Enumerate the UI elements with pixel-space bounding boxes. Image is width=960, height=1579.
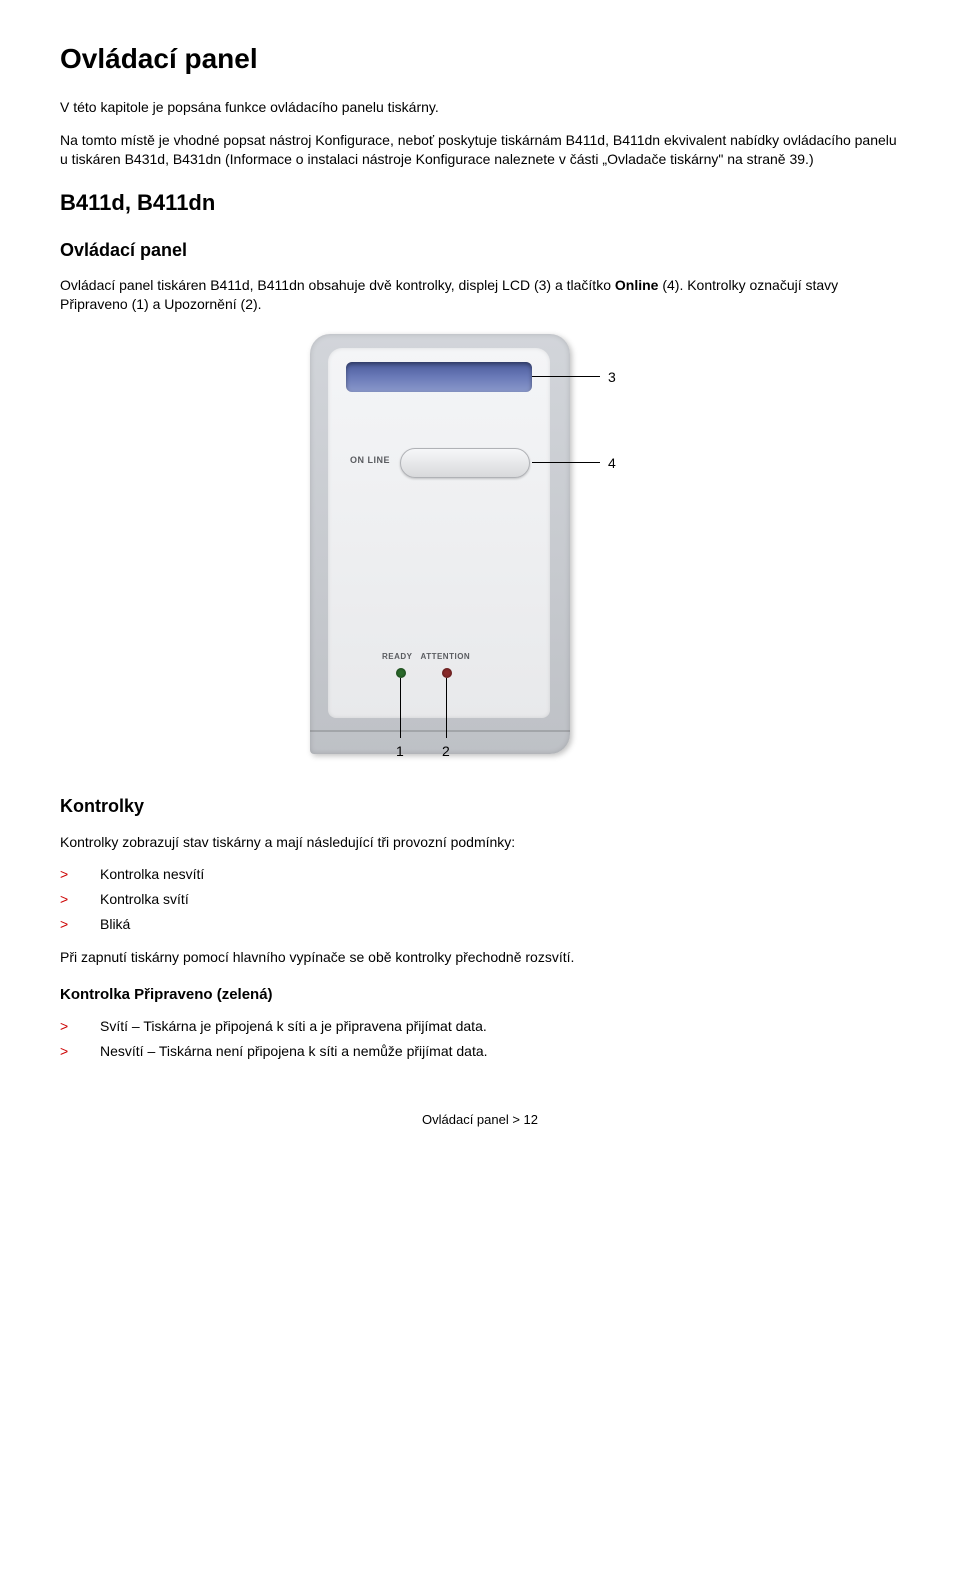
bullet-marker: >	[60, 915, 100, 934]
list-item: > Kontrolka svítí	[60, 890, 900, 909]
bullet-text: Bliká	[100, 915, 900, 934]
list-item: > Nesvítí – Tiskárna není připojena k sí…	[60, 1042, 900, 1061]
list-item: > Kontrolka nesvítí	[60, 865, 900, 884]
list-item: > Bliká	[60, 915, 900, 934]
leds-intro: Kontrolky zobrazují stav tiskárny a mají…	[60, 833, 900, 852]
bullet-marker: >	[60, 1042, 100, 1061]
callout-line-1	[400, 678, 401, 738]
page-footer: Ovládací panel > 12	[60, 1111, 900, 1129]
leds-bullet-list: > Kontrolka nesvítí > Kontrolka svítí > …	[60, 865, 900, 934]
online-button	[400, 448, 530, 478]
intro-paragraph-2: Na tomto místě je vhodné popsat nástroj …	[60, 131, 900, 169]
bullet-marker: >	[60, 865, 100, 884]
models-heading: B411d, B411dn	[60, 188, 900, 218]
bullet-text: Svítí – Tiskárna je připojená k síti a j…	[100, 1017, 900, 1036]
bullet-marker: >	[60, 890, 100, 909]
callout-line-2	[446, 678, 447, 738]
callout-3: 3	[608, 368, 616, 387]
callout-4: 4	[608, 454, 616, 473]
leds-heading: Kontrolky	[60, 794, 900, 818]
ready-bullet-list: > Svítí – Tiskárna je připojená k síti a…	[60, 1017, 900, 1061]
bullet-text: Nesvítí – Tiskárna není připojena k síti…	[100, 1042, 900, 1061]
bullet-text: Kontrolka nesvítí	[100, 865, 900, 884]
attention-label: ATTENTION	[421, 652, 471, 663]
online-label: ON LINE	[350, 454, 390, 466]
list-item: > Svítí – Tiskárna je připojená k síti a…	[60, 1017, 900, 1036]
callout-line-4	[532, 462, 600, 463]
bullet-text: Kontrolka svítí	[100, 890, 900, 909]
leds-labels: READY ATTENTION	[382, 652, 470, 663]
callout-line-3	[532, 376, 600, 377]
panel-desc-bold: Online	[615, 277, 659, 293]
intro-paragraph-1: V této kapitole je popsána funkce ovláda…	[60, 98, 900, 117]
panel-desc-a: Ovládací panel tiskáren B411d, B411dn ob…	[60, 277, 615, 293]
panel-heading: Ovládací panel	[60, 238, 900, 262]
printer-panel-figure: ON LINE READY ATTENTION 3 4 1 2	[310, 334, 650, 764]
leds-after: Při zapnutí tiskárny pomocí hlavního vyp…	[60, 948, 900, 967]
ready-heading: Kontrolka Připraveno (zelená)	[60, 985, 900, 1005]
panel-stripe	[310, 730, 570, 732]
lcd-display	[346, 362, 532, 392]
callout-1: 1	[396, 742, 404, 761]
bullet-marker: >	[60, 1017, 100, 1036]
ready-label: READY	[382, 652, 413, 663]
panel-description: Ovládací panel tiskáren B411d, B411dn ob…	[60, 276, 900, 314]
callout-2: 2	[442, 742, 450, 761]
page-title: Ovládací panel	[60, 40, 900, 78]
